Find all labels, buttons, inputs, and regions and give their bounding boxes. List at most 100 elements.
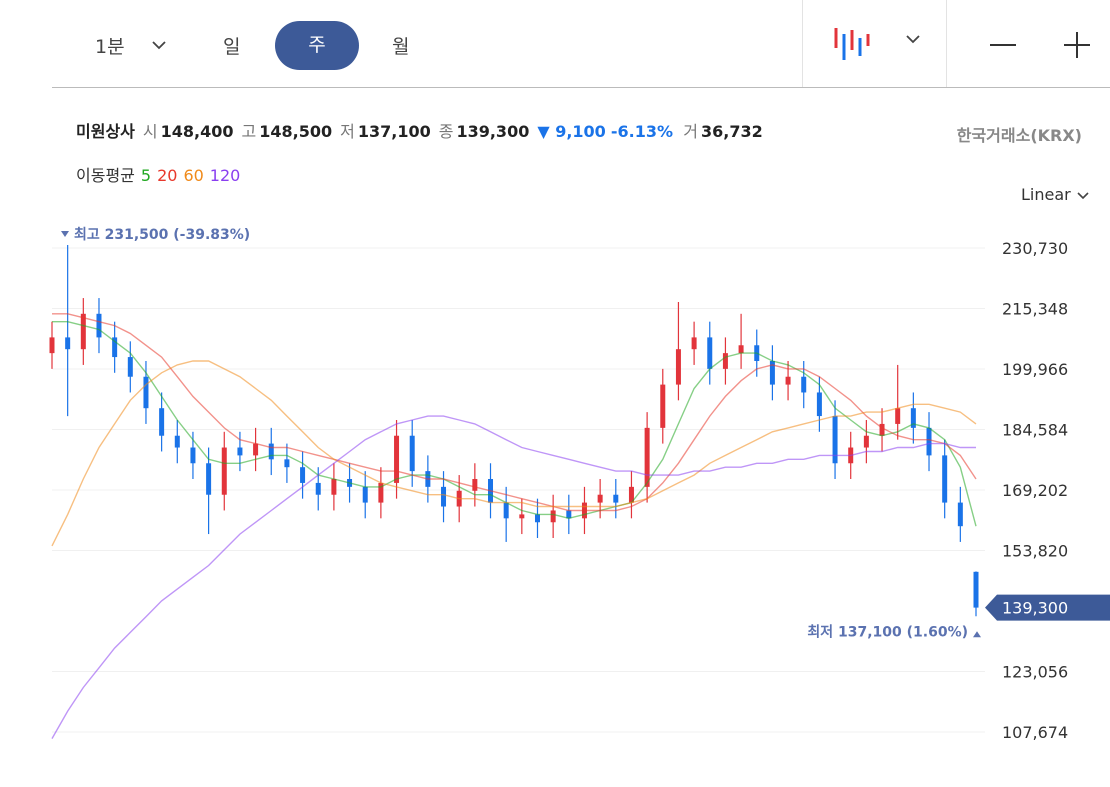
- ma-legend: 이동평균 5 20 60 120: [76, 162, 240, 186]
- chevron[interactable]: [150, 38, 168, 52]
- y-tick-label: 123,056: [1002, 662, 1068, 681]
- volume: 36,732: [700, 122, 763, 141]
- tab[interactable]: 1분: [95, 36, 125, 58]
- volume-label: 거: [683, 122, 698, 141]
- candle-body: [503, 502, 509, 519]
- toolbar: [52, 0, 1110, 88]
- candle-body: [394, 435, 400, 483]
- candle-body: [550, 510, 556, 523]
- legend-entry: 20: [157, 166, 178, 185]
- legend-entry: 5: [140, 166, 152, 185]
- candle-body: [190, 447, 196, 464]
- candle-body: [691, 337, 697, 350]
- candle-body: [644, 427, 650, 487]
- scale-label: Linear: [1021, 185, 1071, 204]
- field-label: 저: [340, 122, 355, 141]
- stock-name: 미원상사: [76, 122, 135, 141]
- y-tick-label: 230,730: [1002, 239, 1068, 258]
- candle-body: [362, 486, 368, 503]
- moving-average: [52, 321, 977, 527]
- y-tick-label: 169,202: [1002, 481, 1068, 500]
- last-price-tag: [985, 594, 1110, 621]
- field-value: 148,500: [259, 122, 333, 141]
- y-tick-label: 215,348: [1002, 299, 1068, 318]
- low-note: 최저 137,100 (1.60%): [807, 624, 968, 640]
- candle-body: [174, 435, 180, 448]
- moving-average: [51, 360, 977, 547]
- y-tick-label: 184,584: [1002, 420, 1068, 439]
- field-value: 137,100: [357, 122, 431, 141]
- candle-body: [472, 478, 478, 491]
- field-value: 139,300: [456, 122, 530, 141]
- candle-body: [534, 514, 540, 523]
- change-pct: -6.13%: [610, 122, 674, 141]
- candle-body: [628, 486, 634, 503]
- change: 9,100: [555, 122, 606, 141]
- candle-body: [769, 360, 775, 385]
- candle-body: [675, 349, 681, 385]
- candle-body: [315, 482, 321, 495]
- candle-body: [973, 571, 979, 608]
- candle-body: [832, 416, 838, 464]
- moving-average: [51, 415, 976, 739]
- candle-body: [112, 337, 118, 358]
- candle-body: [816, 392, 822, 417]
- candle-body: [722, 353, 728, 369]
- change-arrow: ▼: [537, 122, 556, 141]
- chevron: [1077, 192, 1089, 200]
- candle-body: [268, 443, 274, 460]
- candle-body: [65, 337, 71, 350]
- candle-body: [49, 337, 55, 354]
- field-label: 종: [438, 122, 454, 141]
- y-tick-label: 107,674: [1002, 723, 1068, 742]
- chart-type-icon[interactable]: [832, 26, 872, 62]
- tab[interactable]: 월: [392, 36, 410, 58]
- zoom-in[interactable]: [1062, 30, 1092, 60]
- candle-body: [863, 435, 869, 448]
- candle-body: [738, 345, 744, 354]
- zoom-out[interactable]: [988, 30, 1018, 60]
- exchange: 한국거래소(KRX): [956, 126, 1082, 145]
- candle-body: [926, 427, 932, 456]
- divider: [946, 0, 947, 87]
- candle-body: [206, 463, 212, 495]
- tab[interactable]: 일: [223, 36, 241, 58]
- chevron[interactable]: [904, 32, 922, 46]
- candle-body: [159, 408, 165, 436]
- y-tick-label: 153,820: [1002, 541, 1068, 560]
- y-tick-label: 199,966: [1002, 360, 1068, 379]
- candle-body: [879, 423, 885, 436]
- candle-body: [143, 376, 149, 409]
- candle-body: [80, 313, 86, 350]
- candle-body: [127, 357, 133, 377]
- candle-body: [284, 459, 290, 468]
- high-arrow: [61, 230, 69, 237]
- candle-body: [707, 337, 713, 369]
- field-label: 고: [241, 122, 257, 141]
- candle-body: [300, 467, 306, 483]
- last-price-label: 139,300: [1002, 599, 1068, 618]
- legend-entry: 120: [209, 166, 241, 185]
- candle-body: [895, 408, 901, 424]
- candle-body: [331, 478, 337, 495]
- candle-body: [378, 482, 384, 503]
- scale-select[interactable]: Linear: [1021, 185, 1090, 204]
- candle-body: [910, 408, 916, 428]
- low-arrow: [973, 631, 981, 638]
- candle-body: [96, 313, 102, 338]
- field-value: 148,400: [160, 122, 234, 141]
- tab[interactable]: 주: [275, 21, 359, 70]
- candle-body: [237, 447, 243, 456]
- quote-info: 미원상사 시 148,400 고 148,500 저 137,100 종 139,300 ▼ 9,…: [76, 118, 771, 142]
- candle-body: [660, 384, 666, 428]
- legend-entry: 60: [183, 166, 204, 185]
- candle-body: [519, 514, 525, 519]
- ma-legend-title: 이동평균: [76, 166, 135, 185]
- candle-body: [942, 455, 948, 503]
- candle-body: [566, 510, 572, 519]
- divider: [802, 0, 803, 87]
- candle-body: [613, 494, 619, 503]
- candle-body: [597, 494, 603, 503]
